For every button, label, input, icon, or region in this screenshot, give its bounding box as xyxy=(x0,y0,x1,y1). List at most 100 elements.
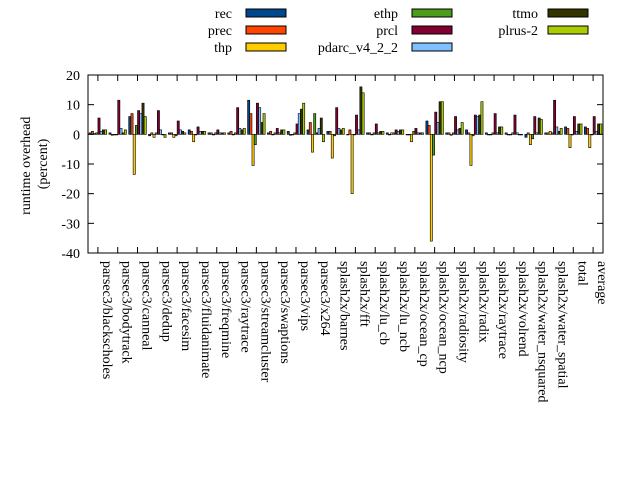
bar-ttmo-0 xyxy=(102,129,105,135)
bar-ethp-24 xyxy=(570,134,574,136)
bar-plrus-2-18 xyxy=(460,122,464,135)
bar-plrus-2-2 xyxy=(143,116,147,135)
bar-prcl-9 xyxy=(275,128,279,135)
x-tick-label: parsec3/fluidanimate xyxy=(198,261,213,378)
bar-thp-12 xyxy=(330,134,334,159)
legend-label-prcl: prcl xyxy=(376,24,398,39)
x-tick-label: splash2x/radix xyxy=(475,261,490,343)
bar-prcl-1 xyxy=(117,99,121,135)
bar-thp-25 xyxy=(588,134,592,148)
y-tick-label: -40 xyxy=(61,247,80,262)
x-tick-label: parsec3/bodytrack xyxy=(119,261,134,364)
bar-prec-13 xyxy=(348,129,352,135)
bar-ethp-22 xyxy=(531,134,534,140)
bar-ethp-13 xyxy=(352,134,356,136)
bar-ttmo-24 xyxy=(577,123,581,135)
legend-swatch-prcl xyxy=(411,25,453,35)
x-tick-label: parsec3/raytrace xyxy=(238,261,253,353)
bar-ethp-0 xyxy=(95,132,99,135)
x-tick-label: parsec3/x264 xyxy=(317,261,332,336)
bar-prec-25 xyxy=(586,128,589,135)
bar-ethp-19 xyxy=(471,134,475,137)
bar-prec-11 xyxy=(308,122,312,135)
bar-prec-9 xyxy=(269,131,273,135)
bar-rec-12 xyxy=(326,131,330,135)
bar-rec-6 xyxy=(207,132,211,135)
bar-thp-23 xyxy=(548,131,552,135)
bar-prec-6 xyxy=(209,132,213,135)
bar-rec-1 xyxy=(108,132,112,135)
bar-thp-22 xyxy=(528,134,532,146)
bar-pdarc_v4_2_2-0 xyxy=(99,131,103,135)
bar-prec-10 xyxy=(289,134,292,136)
bar-prcl-4 xyxy=(176,120,180,135)
bar-prcl-8 xyxy=(256,102,259,135)
bar-prcl-11 xyxy=(315,132,319,135)
legend-label-ethp: ethp xyxy=(374,7,398,22)
bar-prcl-17 xyxy=(434,111,438,135)
bar-pdarc_v4_2_2-13 xyxy=(357,129,361,135)
bar-ttmo-22 xyxy=(537,117,541,135)
bar-prec-24 xyxy=(566,128,570,135)
bar-ethp-20 xyxy=(491,132,495,135)
bar-rec-15 xyxy=(385,132,389,135)
bar-plrus-2-4 xyxy=(183,132,187,135)
bar-prcl-18 xyxy=(454,116,457,135)
x-tick-label: parsec3/swaptions xyxy=(277,261,292,364)
bar-prcl-22 xyxy=(533,116,537,135)
bar-prcl-10 xyxy=(295,123,299,135)
bar-plrus-2-23 xyxy=(559,128,563,135)
y-axis-label: runtime overhead (percent) xyxy=(19,113,51,215)
bar-ethp-4 xyxy=(174,134,178,137)
bar-ethp-25 xyxy=(590,134,594,136)
bar-rec-24 xyxy=(564,126,567,135)
bar-prec-19 xyxy=(467,132,471,135)
bar-pdarc_v4_2_2-19 xyxy=(476,116,479,135)
bar-ttmo-17 xyxy=(438,101,442,135)
bar-ttmo-15 xyxy=(399,129,402,135)
bar-thp-11 xyxy=(311,134,314,153)
bar-thp-2 xyxy=(132,134,136,175)
bar-ttmo-7 xyxy=(240,129,244,135)
bar-thp-20 xyxy=(489,134,493,136)
bar-rec-5 xyxy=(187,129,191,135)
bar-prec-5 xyxy=(190,131,193,135)
bar-pdarc_v4_2_2-24 xyxy=(575,131,578,135)
bar-plrus-2-14 xyxy=(381,131,385,135)
bar-ttmo-23 xyxy=(557,131,561,135)
y-tick-label: 10 xyxy=(66,99,80,114)
bar-rec-21 xyxy=(504,132,508,135)
bar-ethp-3 xyxy=(154,132,158,135)
bar-pdarc_v4_2_2-20 xyxy=(495,132,499,135)
bar-rec-8 xyxy=(247,99,251,135)
bar-pdarc_v4_2_2-16 xyxy=(416,132,420,135)
bar-thp-6 xyxy=(212,134,215,136)
bar-prec-2 xyxy=(130,113,134,135)
bar-plrus-2-13 xyxy=(361,92,365,135)
bar-ethp-10 xyxy=(293,132,297,135)
legend-label-prec: prec xyxy=(208,24,232,39)
bar-ethp-5 xyxy=(194,134,198,136)
x-tick-label: splash2x/lu_ncb xyxy=(396,261,411,352)
x-tick-label: splash2x/volrend xyxy=(515,261,530,357)
bar-rec-23 xyxy=(544,132,548,135)
legend-swatch-plrus-2 xyxy=(547,25,589,35)
bar-prcl-5 xyxy=(196,126,200,135)
bar-prcl-13 xyxy=(355,114,358,135)
bar-rec-10 xyxy=(286,131,290,135)
bar-plrus-2-5 xyxy=(203,131,207,135)
bar-pdarc_v4_2_2-22 xyxy=(535,132,539,135)
bar-thp-1 xyxy=(113,134,116,136)
x-axis: parsec3/blackscholes parsec3/bodytrack par… xyxy=(97,75,609,403)
bar-prec-4 xyxy=(170,132,174,135)
bar-plrus-2-9 xyxy=(282,129,286,135)
x-tick-label: parsec3/streamcluster xyxy=(257,261,272,383)
bar-prcl-15 xyxy=(394,129,398,135)
bar-pdarc_v4_2_2-2 xyxy=(139,113,143,135)
bar-rec-18 xyxy=(445,132,449,135)
bar-ttmo-12 xyxy=(339,129,343,135)
bar-thp-9 xyxy=(271,134,275,136)
bar-prec-23 xyxy=(546,132,550,135)
bar-rec-13 xyxy=(346,134,350,136)
